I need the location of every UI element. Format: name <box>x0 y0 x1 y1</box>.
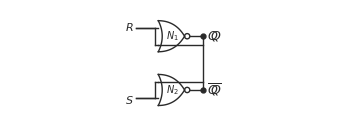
Text: $\overline{Q}$: $\overline{Q}$ <box>206 82 218 98</box>
Text: $N_1$: $N_1$ <box>166 29 178 43</box>
Text: $Q$: $Q$ <box>210 29 222 43</box>
Polygon shape <box>158 21 184 52</box>
Text: $N_2$: $N_2$ <box>166 83 178 97</box>
Text: $R$: $R$ <box>125 21 134 33</box>
Text: $S$: $S$ <box>125 94 134 106</box>
Text: $Q$: $Q$ <box>206 29 218 43</box>
Polygon shape <box>158 74 184 106</box>
Text: $\overline{Q}$: $\overline{Q}$ <box>210 82 222 98</box>
